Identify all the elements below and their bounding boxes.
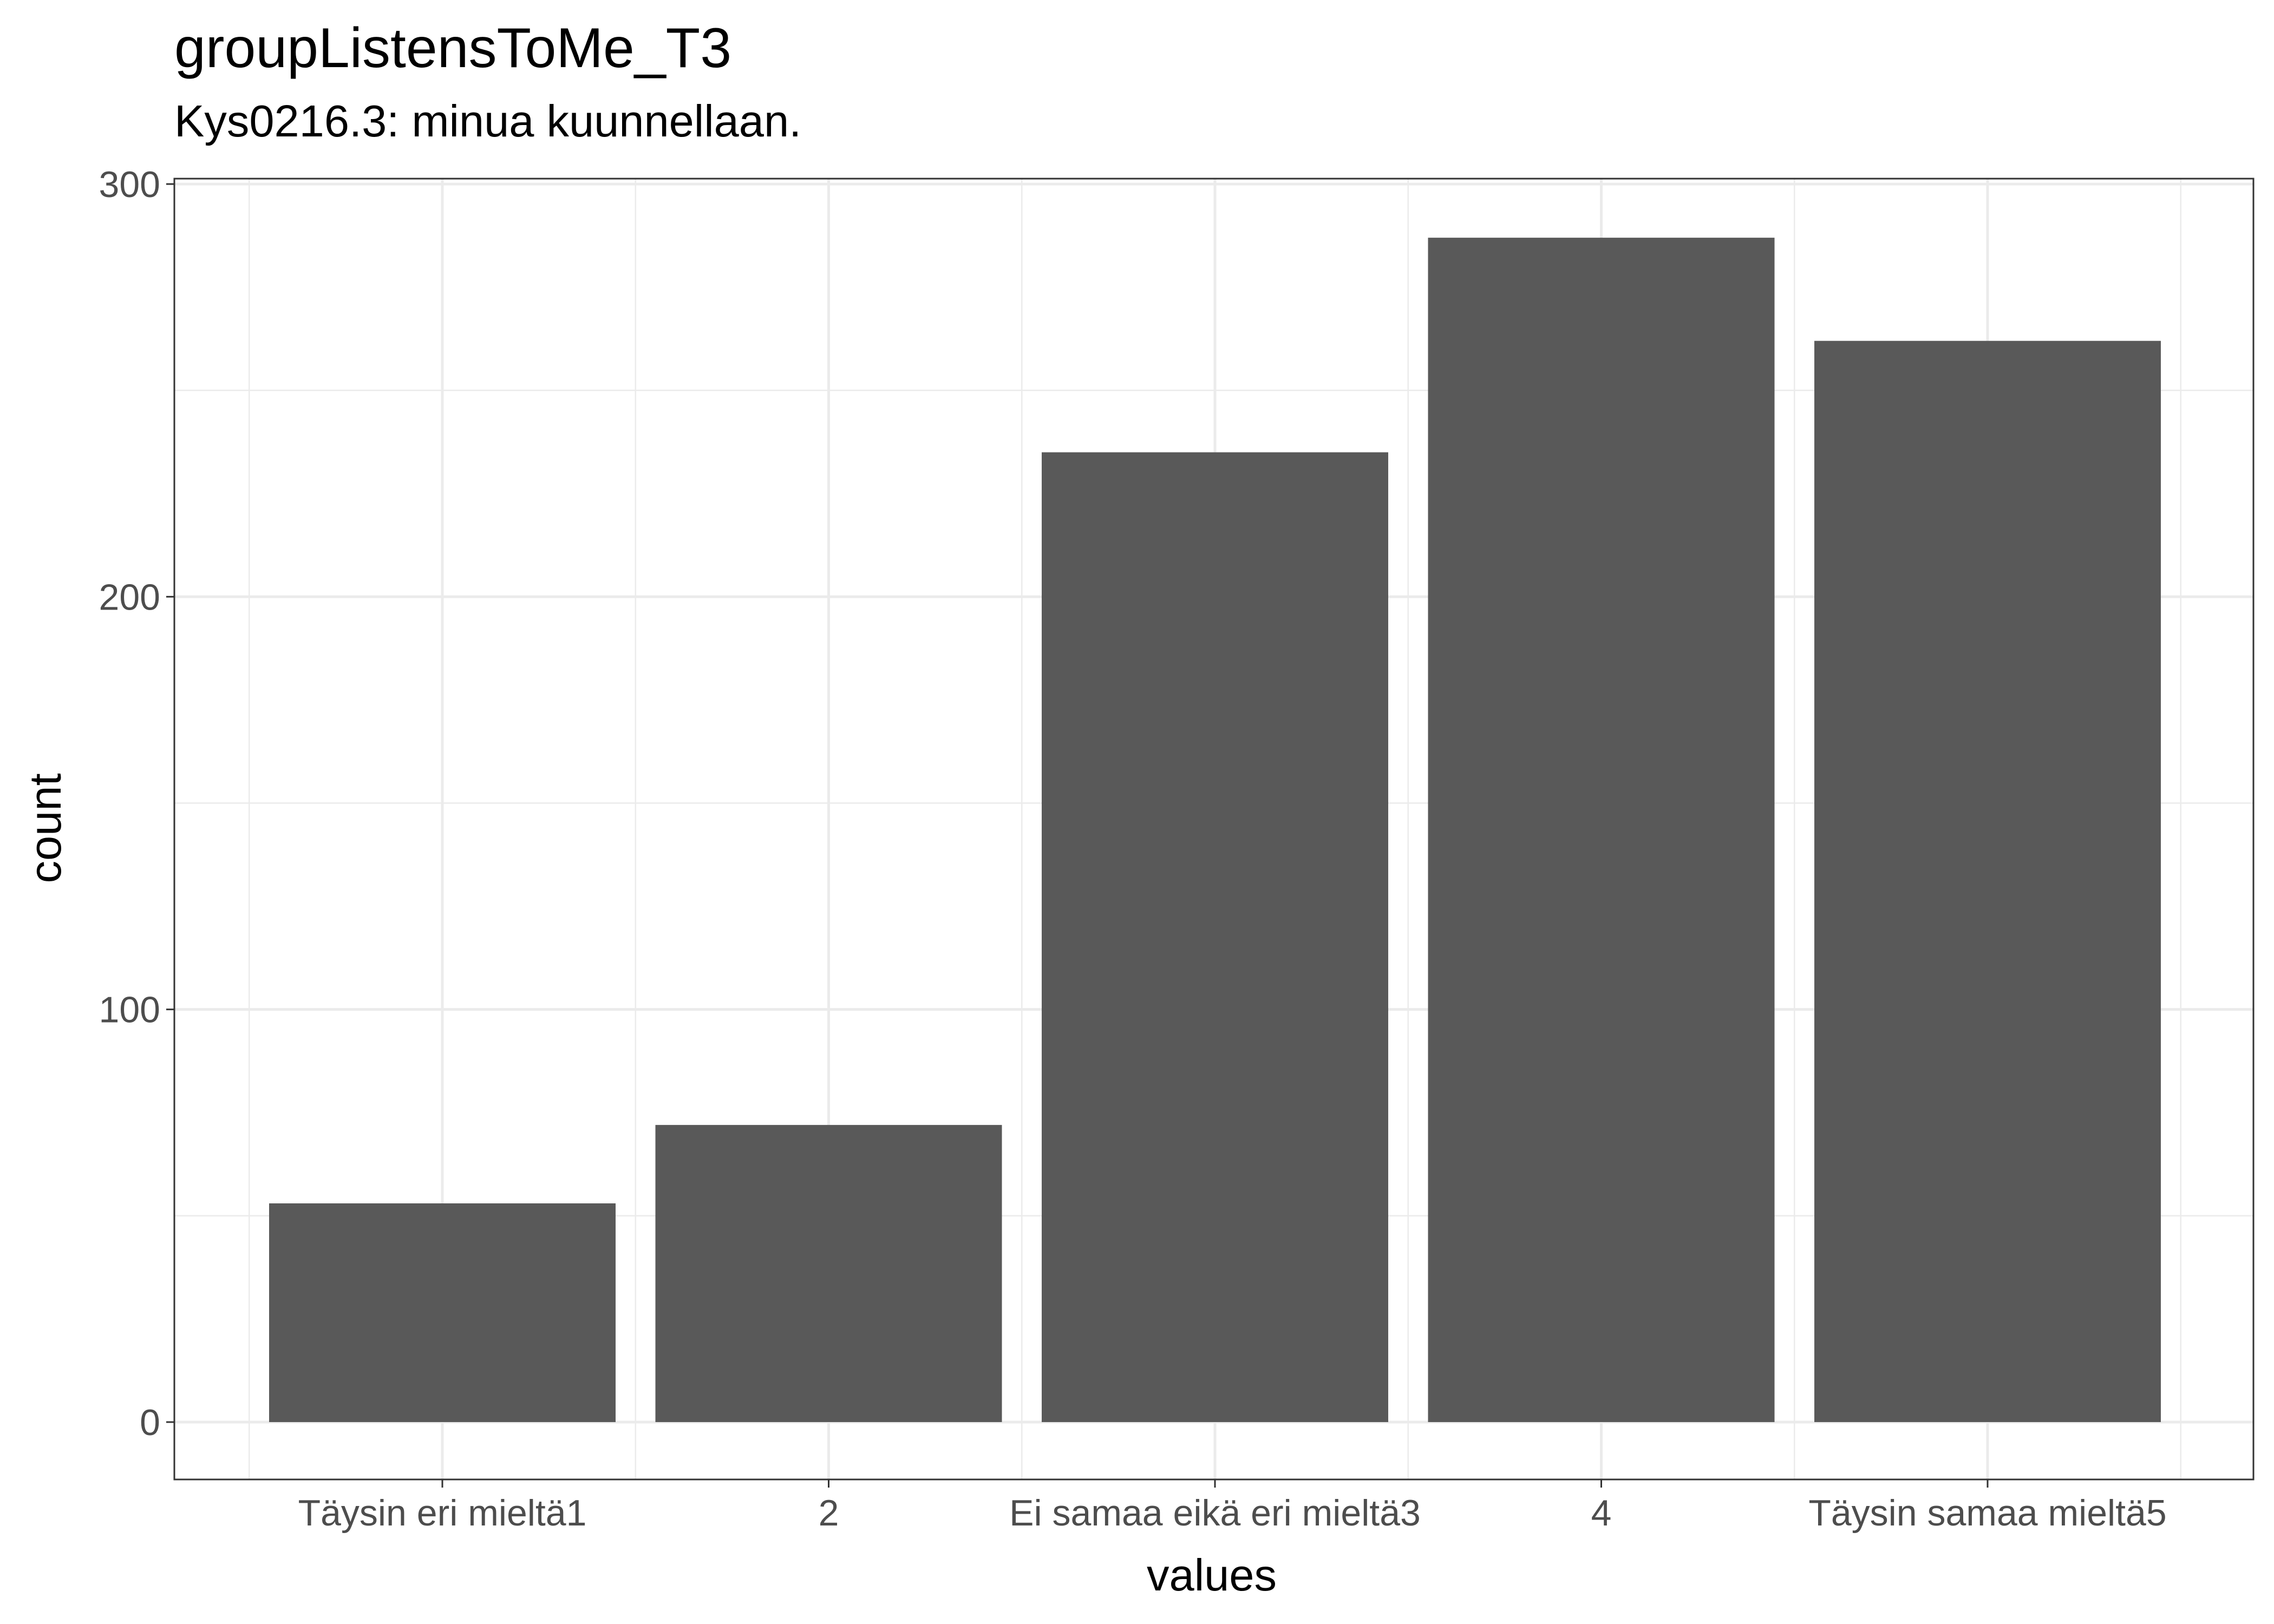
x-tick-label: Täysin samaa mieltä5: [1808, 1492, 2166, 1534]
bar: [1042, 452, 1388, 1423]
panel-border: [173, 178, 2255, 1481]
bar: [1814, 340, 2161, 1422]
x-tick-label: 2: [819, 1492, 839, 1534]
x-tick-label: 4: [1591, 1492, 1612, 1534]
bar: [1428, 238, 1775, 1423]
bars: [269, 238, 2161, 1423]
y-tick-label: 100: [99, 990, 160, 1031]
y-tick-label: 0: [140, 1402, 160, 1443]
bar: [655, 1125, 1002, 1422]
x-tick-label: Ei samaa eikä eri mieltä3: [1009, 1492, 1421, 1534]
bar: [269, 1203, 616, 1422]
axes: 0 100 200 300 Täysin eri mieltä1 2 Ei samaa ei…: [99, 164, 2167, 1534]
y-tick-label: 200: [99, 577, 160, 618]
chart-subtitle: Kys0216.3: minua kuunnellaan.: [174, 96, 801, 146]
y-tick-label: 300: [99, 164, 160, 205]
y-axis-title: count: [20, 773, 70, 883]
x-tick-label: Täysin eri mieltä1: [298, 1492, 587, 1534]
chart-title: groupListensToMe_T3: [174, 17, 731, 80]
x-axis-title: values: [1147, 1550, 1277, 1600]
